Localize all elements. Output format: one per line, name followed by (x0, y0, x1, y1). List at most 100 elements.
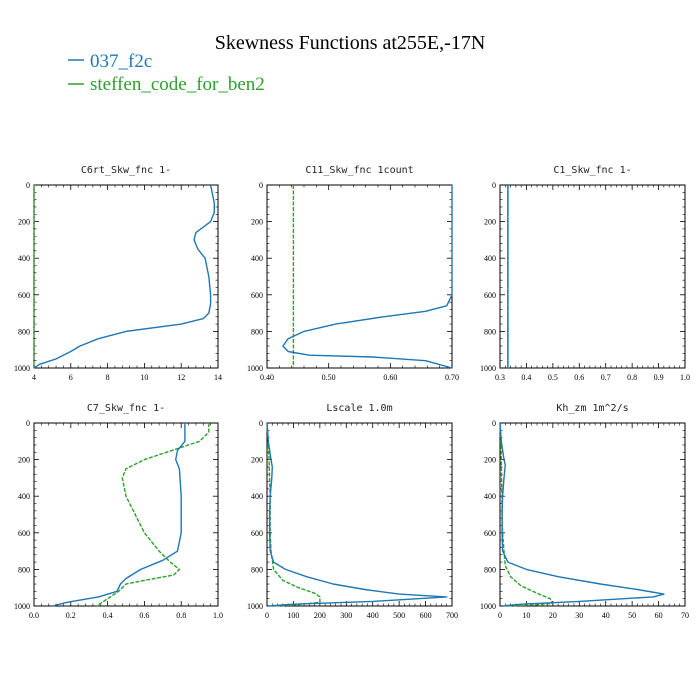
y-tick-label: 1000 (247, 602, 263, 611)
panel-frame (499, 184, 686, 369)
x-tick-label: 14 (214, 373, 222, 382)
x-tick-label: 0.6 (574, 373, 584, 382)
x-tick-label: 0.6 (139, 611, 149, 620)
y-tick-label: 200 (18, 456, 30, 465)
y-tick-label: 600 (251, 291, 263, 300)
panel-frame (266, 422, 453, 607)
y-tick-label: 800 (18, 565, 30, 574)
panel-frame (499, 422, 686, 607)
panel-3: C1_Skw_fnc 1- 0.3 0.4 0.5 0.6 0.7 0.8 0.9 1.0 0 20… (480, 165, 690, 382)
y-tick-label: 1000 (14, 602, 30, 611)
panel-frame (33, 184, 219, 369)
series-line (282, 185, 453, 369)
x-tick-label: 0.8 (176, 611, 186, 620)
x-tick-label: 700 (446, 611, 458, 620)
y-tick-label: 0 (492, 181, 496, 190)
x-tick-label: 0.0 (29, 611, 39, 620)
y-tick-label: 600 (18, 291, 30, 300)
x-tick-label: 6 (69, 373, 73, 382)
x-tick-label: 30 (575, 611, 583, 620)
x-tick-label: 50 (628, 611, 636, 620)
y-tick-label: 200 (18, 218, 30, 227)
y-tick-label: 800 (251, 327, 263, 336)
x-tick-label: 1.0 (213, 611, 223, 620)
y-tick-label: 200 (251, 218, 263, 227)
panel-2: C11_Skw_fnc 1count 0.40 0.50 0.60 0.70 0 200 40… (247, 165, 459, 382)
y-tick-label: 400 (251, 254, 263, 263)
x-tick-label: 0.4 (521, 373, 531, 382)
panel-title: C1_Skw_fnc 1- (553, 165, 631, 176)
x-tick-label: 0.9 (654, 373, 664, 382)
panel-title: Lscale 1.0m (326, 403, 392, 414)
y-tick-label: 600 (484, 291, 496, 300)
y-tick-label: 800 (18, 327, 30, 336)
x-tick-label: 40 (602, 611, 610, 620)
x-tick-label: 0.7 (601, 373, 611, 382)
legend-label-2: steffen_code_for_ben2 (90, 74, 265, 95)
series-line (266, 422, 321, 607)
series-line (499, 422, 554, 607)
x-tick-label: 12 (177, 373, 185, 382)
panel-6: Kh_zm 1m^2/s 0 10 20 30 40 50 60 70 0 200 400 600 800… (480, 403, 689, 620)
x-tick-label: 0.2 (66, 611, 76, 620)
x-tick-label: 4 (32, 373, 36, 382)
series-line (96, 423, 210, 607)
legend-entry-2: steffen_code_for_ben2 (68, 74, 265, 95)
series-line (33, 184, 216, 369)
panel-frame (33, 422, 219, 607)
x-tick-label: 0.60 (383, 373, 397, 382)
figure-title: Skewness Functions at255E,-17N (215, 32, 486, 54)
x-tick-label: 0.50 (322, 373, 336, 382)
x-tick-label: 0 (265, 611, 269, 620)
y-tick-label: 400 (18, 492, 30, 501)
y-tick-label: 1000 (480, 364, 496, 373)
x-tick-label: 500 (393, 611, 405, 620)
x-tick-label: 300 (340, 611, 352, 620)
y-tick-label: 400 (18, 254, 30, 263)
x-tick-label: 10 (140, 373, 148, 382)
x-tick-label: 200 (314, 611, 326, 620)
panel-5: Lscale 1.0m 0 100 200 300 400 500 600 700 0 200 400… (247, 403, 458, 620)
panel-grid: C6rt_Skw_fnc 1-4 6 8 10 12 140200400600800100… (14, 165, 690, 620)
figure-legend: 037_f2c steffen_code_for_ben2 (68, 51, 265, 95)
y-tick-label: 0 (259, 181, 263, 190)
series-line (52, 423, 186, 607)
y-tick-label: 0 (492, 419, 496, 428)
y-tick-label: 200 (484, 456, 496, 465)
x-tick-label: 0 (498, 611, 502, 620)
panel-title: Kh_zm 1m^2/s (556, 403, 628, 414)
y-tick-label: 400 (484, 254, 496, 263)
y-tick-label: 800 (484, 565, 496, 574)
x-tick-label: 10 (522, 611, 530, 620)
y-tick-label: 200 (251, 456, 263, 465)
y-tick-label: 400 (251, 492, 263, 501)
y-tick-label: 600 (251, 529, 263, 538)
series-line (499, 422, 665, 607)
y-tick-label: 0 (26, 181, 30, 190)
x-tick-label: 0.70 (445, 373, 459, 382)
panel-title: C6rt_Skw_fnc 1- (81, 165, 171, 176)
x-tick-label: 70 (681, 611, 689, 620)
x-tick-label: 0.4 (103, 611, 113, 620)
y-tick-label: 1000 (14, 364, 30, 373)
panel-title: C11_Skw_fnc 1count (305, 165, 413, 176)
panel-1: C6rt_Skw_fnc 1- 4 6 8 10 12 14 0 200 400 600 800 100… (14, 165, 222, 382)
y-tick-label: 800 (484, 327, 496, 336)
panel-4: C7_Skw_fnc 1- 0.0 0.2 0.4 0.6 0.8 1.0 0 200 400 60… (14, 403, 223, 620)
y-tick-label: 0 (26, 419, 30, 428)
y-tick-label: 0 (259, 419, 263, 428)
x-tick-label: 20 (549, 611, 557, 620)
legend-entry-1: 037_f2c (68, 51, 152, 72)
panel-title: C7_Skw_fnc 1- (87, 403, 165, 414)
legend-label-1: 037_f2c (90, 51, 152, 72)
y-tick-label: 1000 (480, 602, 496, 611)
y-tick-label: 400 (484, 492, 496, 501)
y-tick-label: 200 (484, 218, 496, 227)
x-tick-label: 100 (287, 611, 299, 620)
x-tick-label: 1.0 (680, 373, 690, 382)
panel-frame (266, 184, 453, 369)
x-tick-label: 0.8 (627, 373, 637, 382)
x-tick-label: 0.3 (495, 373, 505, 382)
x-tick-label: 400 (367, 611, 379, 620)
